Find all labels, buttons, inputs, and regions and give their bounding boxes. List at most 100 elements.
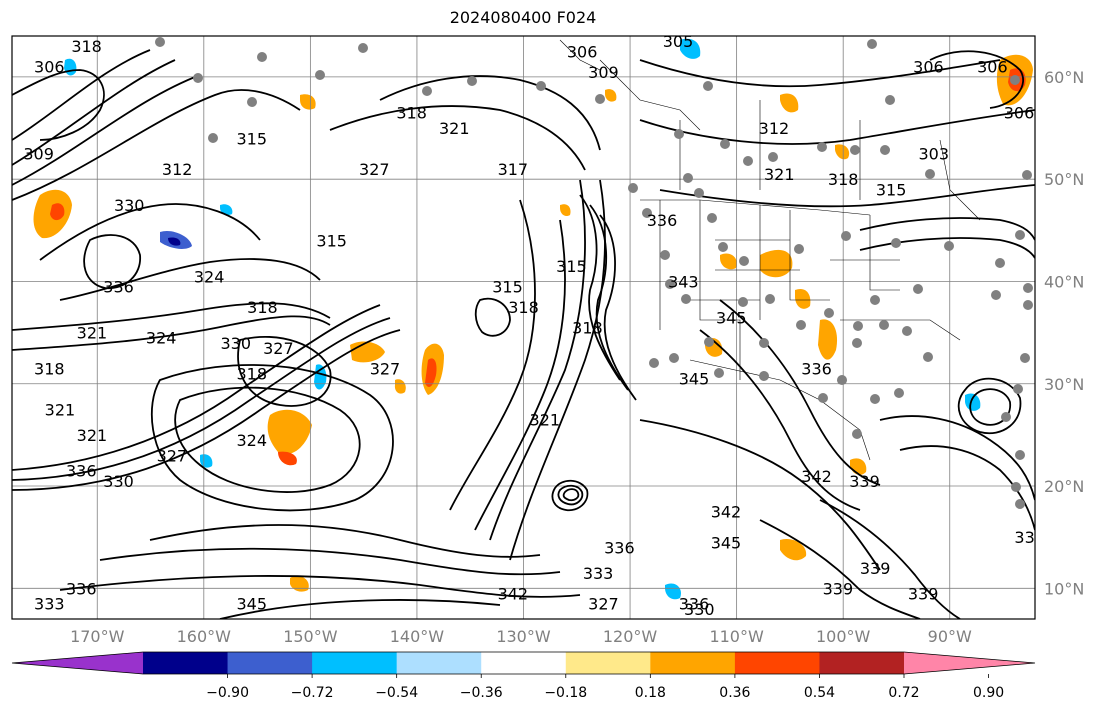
latitude-tick-labels: 10°N 20°N 30°N 40°N 50°N 60°N bbox=[1044, 68, 1084, 598]
colorbar-segment bbox=[396, 652, 482, 674]
colorbar-segment bbox=[227, 652, 313, 674]
longitude-tick-label: 90°W bbox=[928, 627, 972, 646]
contour-label: 321 bbox=[439, 119, 470, 138]
station-dots bbox=[155, 37, 1033, 509]
colorbar-tick-labels: −0.90 −0.72 −0.54 −0.36 −0.18 0.18 0.36 0.54 0.7… bbox=[206, 674, 1004, 701]
longitude-tick-label: 170°W bbox=[70, 627, 125, 646]
latitude-tick-label: 40°N bbox=[1044, 272, 1084, 291]
latitude-tick-label: 60°N bbox=[1044, 68, 1084, 87]
contour-label: 327 bbox=[359, 160, 390, 179]
contour-label: 330 bbox=[1014, 528, 1045, 547]
contour-label: 324 bbox=[194, 267, 225, 286]
contour-label: 306 bbox=[34, 58, 65, 77]
contour-label: 345 bbox=[711, 533, 742, 552]
contour-label: 318 bbox=[34, 359, 65, 378]
contour-label: 321 bbox=[77, 426, 108, 445]
colorbar-segment bbox=[734, 652, 820, 674]
colorbar-extend-low bbox=[12, 652, 143, 674]
colorbar-tick-label: 0.36 bbox=[719, 685, 750, 701]
colorbar-extend-high bbox=[904, 652, 1035, 674]
colorbar-tick-label: −0.36 bbox=[460, 685, 503, 701]
graticule-grid bbox=[12, 36, 1035, 619]
contour-label: 318 bbox=[828, 170, 859, 189]
boundaries bbox=[559, 39, 981, 461]
contour-label: 336 bbox=[647, 211, 678, 230]
contour-label: 305 bbox=[663, 32, 694, 51]
contour-label: 345 bbox=[236, 595, 267, 614]
contour-label: 342 bbox=[498, 584, 529, 603]
contour-label: 336 bbox=[66, 462, 97, 481]
contour-label: 312 bbox=[162, 160, 193, 179]
colorbar-tick-label: −0.72 bbox=[291, 685, 334, 701]
contour-label: 306 bbox=[913, 58, 944, 77]
colorbar-tick-label: −0.90 bbox=[206, 685, 249, 701]
contour-label: 339 bbox=[849, 472, 880, 491]
contour-label: 318 bbox=[236, 365, 267, 384]
longitude-tick-label: 150°W bbox=[283, 627, 338, 646]
longitude-tick-label: 160°W bbox=[177, 627, 232, 646]
latitude-tick-label: 50°N bbox=[1044, 170, 1084, 189]
contour-label: 318 bbox=[508, 298, 539, 317]
contour-label: 309 bbox=[23, 145, 54, 164]
colorbar-tick-label: 0.90 bbox=[973, 685, 1004, 701]
map-frame bbox=[11, 35, 1036, 620]
contour-label: 306 bbox=[977, 58, 1008, 77]
contour-label: 315 bbox=[236, 129, 267, 148]
latitude-tick-label: 10°N bbox=[1044, 579, 1084, 598]
contour-label: 321 bbox=[45, 400, 76, 419]
contour-label: 342 bbox=[801, 467, 832, 486]
contour-label: 336 bbox=[679, 595, 710, 614]
contour-label: 342 bbox=[711, 503, 742, 522]
contour-label: 324 bbox=[146, 329, 177, 348]
contour-labels: 3063183093123303153273153183213173363243… bbox=[23, 32, 1045, 619]
contour-label: 339 bbox=[908, 584, 939, 603]
contour-label: 345 bbox=[716, 308, 747, 327]
contour-label: 306 bbox=[567, 42, 598, 61]
colorbar-outline bbox=[11, 651, 1036, 675]
contour-label: 321 bbox=[77, 324, 108, 343]
longitude-tick-labels: 170°W 160°W 150°W 140°W 130°W 120°W 110°W 100°W… bbox=[70, 627, 972, 646]
colorbar-segment bbox=[143, 652, 229, 674]
colorbar-tick-label: −0.18 bbox=[544, 685, 587, 701]
contour-label: 330 bbox=[114, 196, 145, 215]
colorbar-segment bbox=[481, 652, 567, 674]
contour-label: 333 bbox=[583, 564, 614, 583]
contour-label: 317 bbox=[498, 160, 529, 179]
map-title: 2024080400 F024 bbox=[449, 8, 597, 27]
colorbar-segment bbox=[565, 652, 651, 674]
contour-label: 321 bbox=[764, 165, 795, 184]
contour-label: 315 bbox=[556, 257, 587, 276]
colorbar bbox=[11, 651, 1036, 675]
contour-label: 333 bbox=[34, 595, 65, 614]
contour-label: 315 bbox=[316, 232, 347, 251]
longitude-tick-label: 110°W bbox=[709, 627, 764, 646]
contour-lines bbox=[12, 49, 1035, 619]
contour-label: 330 bbox=[221, 334, 252, 353]
contour-label: 327 bbox=[370, 359, 401, 378]
colorbar-tick-label: 0.18 bbox=[635, 685, 666, 701]
longitude-tick-label: 120°W bbox=[603, 627, 658, 646]
contour-label: 327 bbox=[157, 446, 188, 465]
colorbar-tick-label: −0.54 bbox=[375, 685, 418, 701]
contour-label: 321 bbox=[530, 411, 561, 430]
contour-label: 309 bbox=[588, 63, 619, 82]
contour-label: 324 bbox=[236, 431, 267, 450]
contour-label: 330 bbox=[684, 600, 715, 619]
contour-label: 318 bbox=[247, 298, 278, 317]
contour-label: 330 bbox=[103, 472, 134, 491]
contour-label: 343 bbox=[668, 272, 699, 291]
contour-label: 306 bbox=[1004, 104, 1035, 123]
contour-label: 336 bbox=[103, 278, 134, 297]
contour-label: 336 bbox=[604, 538, 635, 557]
longitude-tick-label: 100°W bbox=[816, 627, 871, 646]
contour-label: 318 bbox=[396, 104, 427, 123]
contour-label: 315 bbox=[492, 278, 523, 297]
contour-label: 315 bbox=[876, 180, 907, 199]
longitude-tick-label: 140°W bbox=[390, 627, 445, 646]
latitude-tick-label: 20°N bbox=[1044, 477, 1084, 496]
contour-label: 345 bbox=[679, 370, 710, 389]
colorbar-tick-label: 0.72 bbox=[888, 685, 919, 701]
contour-label: 303 bbox=[918, 145, 949, 164]
colorbar-segment bbox=[819, 652, 905, 674]
